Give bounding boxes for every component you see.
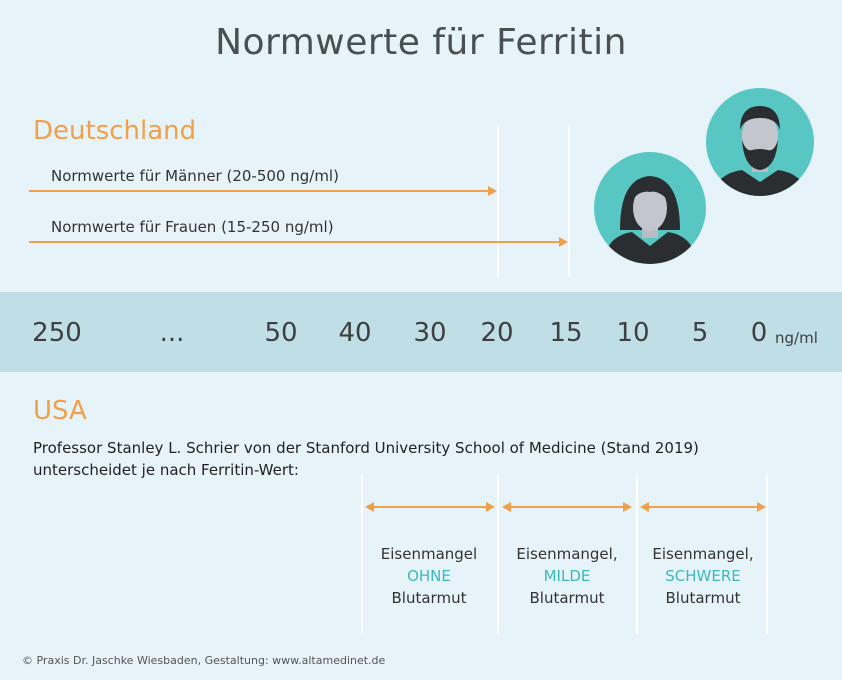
range-arrow-right-icon bbox=[623, 502, 632, 512]
category-line: Eisenmangel bbox=[380, 545, 478, 563]
divider-line-15 bbox=[568, 125, 570, 277]
scale-tick: 10 bbox=[616, 318, 650, 348]
range-arrow-left-icon bbox=[365, 502, 374, 512]
category-line: Blutarmut bbox=[529, 589, 605, 607]
category-severity: OHNE bbox=[407, 567, 451, 585]
range-arrow-right-icon bbox=[486, 502, 495, 512]
range-arrow bbox=[372, 506, 488, 508]
category-line: Eisenmangel, bbox=[652, 545, 754, 563]
page-title: Normwerte für Ferritin bbox=[215, 22, 627, 63]
range-arrow-left-icon bbox=[502, 502, 511, 512]
woman-avatar-icon bbox=[594, 152, 706, 264]
category-divider bbox=[497, 474, 499, 634]
scale-unit: ng/ml bbox=[775, 329, 818, 347]
scale-tick: 40 bbox=[338, 318, 372, 348]
category-line: Eisenmangel, bbox=[516, 545, 618, 563]
category-no-anemia: Eisenmangel OHNE Blutarmut bbox=[361, 543, 497, 609]
usa-heading: USA bbox=[33, 396, 87, 426]
category-divider bbox=[636, 474, 638, 634]
category-line: Blutarmut bbox=[665, 589, 741, 607]
man-avatar-icon bbox=[706, 88, 814, 196]
women-range-arrow bbox=[29, 241, 560, 243]
scale-tick: 5 bbox=[691, 318, 709, 348]
scale-tick: 0 bbox=[750, 318, 768, 348]
men-range-label: Normwerte für Männer (20-500 ng/ml) bbox=[51, 167, 339, 185]
men-range-arrow bbox=[29, 190, 489, 192]
category-divider bbox=[766, 474, 768, 634]
category-line: Blutarmut bbox=[391, 589, 467, 607]
range-arrow-left-icon bbox=[640, 502, 649, 512]
germany-heading: Deutschland bbox=[33, 116, 197, 146]
scale-tick: ... bbox=[159, 318, 185, 348]
value-scale-band: 250 ... 50 40 30 20 15 10 5 0 ng/ml bbox=[0, 292, 842, 372]
range-arrow bbox=[509, 506, 625, 508]
scale-tick: 30 bbox=[413, 318, 447, 348]
range-arrow bbox=[647, 506, 759, 508]
category-mild-anemia: Eisenmangel, MILDE Blutarmut bbox=[499, 543, 635, 609]
category-severity: SCHWERE bbox=[665, 567, 741, 585]
category-divider bbox=[361, 474, 363, 634]
footer-credit: © Praxis Dr. Jaschke Wiesbaden, Gestaltu… bbox=[22, 654, 386, 667]
category-severe-anemia: Eisenmangel, SCHWERE Blutarmut bbox=[635, 543, 771, 609]
category-severity: MILDE bbox=[543, 567, 591, 585]
divider-line-20 bbox=[497, 125, 499, 277]
usa-description: Professor Stanley L. Schrier von der Sta… bbox=[33, 439, 699, 479]
men-arrow-head-icon bbox=[488, 186, 497, 196]
women-arrow-head-icon bbox=[559, 237, 568, 247]
scale-tick: 250 bbox=[32, 318, 82, 348]
women-range-label: Normwerte für Frauen (15-250 ng/ml) bbox=[51, 218, 334, 236]
scale-tick: 15 bbox=[549, 318, 583, 348]
scale-tick: 20 bbox=[480, 318, 514, 348]
scale-tick: 50 bbox=[264, 318, 298, 348]
range-arrow-right-icon bbox=[757, 502, 766, 512]
